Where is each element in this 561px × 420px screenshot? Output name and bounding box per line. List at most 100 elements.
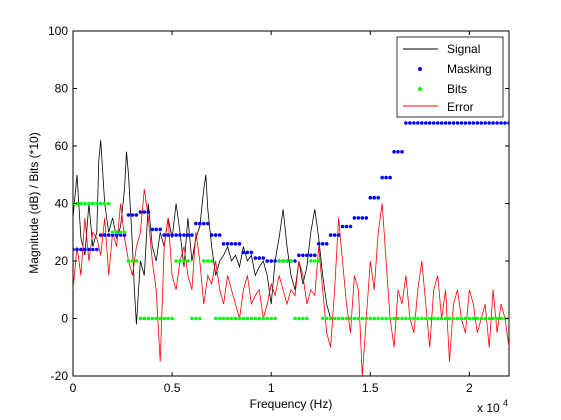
bits-point (408, 316, 412, 321)
masking-point (273, 259, 277, 263)
bits-point (301, 316, 305, 321)
masking-point (309, 253, 313, 258)
masking-point (356, 216, 361, 220)
masking-point (439, 121, 444, 125)
bits-point (162, 316, 166, 321)
bits-point (237, 316, 242, 321)
bits-point (412, 316, 416, 321)
bits-point (467, 316, 472, 321)
x-axis-exponent: x 10 4 (477, 398, 508, 415)
masking-point (174, 233, 178, 237)
masking-point (463, 121, 468, 125)
masking-series-points (73, 121, 509, 263)
masking-point (376, 195, 381, 200)
bits-point (95, 201, 99, 206)
bits-point (265, 316, 270, 321)
x-axis-label: Frequency (Hz) (250, 397, 333, 411)
bits-point (344, 316, 349, 321)
masking-point (126, 213, 131, 217)
masking-point (225, 242, 230, 246)
masking-point (420, 121, 424, 125)
legend-masking-label: Masking (447, 62, 492, 76)
bits-point (293, 316, 297, 321)
bits-point (110, 230, 115, 235)
bits-point (332, 316, 337, 321)
masking-point (87, 247, 91, 252)
bits-point (320, 316, 325, 321)
bits-point (170, 316, 174, 321)
bits-point (79, 201, 83, 206)
bits-point (384, 316, 388, 321)
bits-point (455, 316, 460, 321)
legend-bits-swatch (418, 87, 422, 91)
bits-point (130, 259, 135, 263)
bits-point (166, 316, 170, 321)
y-tick-label: 100 (48, 24, 68, 38)
masking-point (301, 253, 305, 258)
x-axis-exponent-power: 4 (503, 398, 508, 408)
masking-point (328, 233, 333, 237)
bits-point (459, 316, 464, 321)
bits-point (281, 259, 285, 263)
y-tick-label: 0 (61, 312, 68, 326)
bits-point (364, 316, 369, 321)
masking-point (368, 195, 373, 200)
y-tick-label: 60 (55, 139, 69, 153)
masking-point (297, 253, 301, 258)
bits-point (261, 316, 266, 321)
masking-point (221, 242, 226, 246)
masking-point (245, 250, 250, 255)
x-tick-label: 0.5 (164, 381, 181, 395)
error-series-line (73, 189, 509, 376)
masking-point (182, 233, 186, 237)
bits-point (221, 316, 226, 321)
masking-point (122, 233, 127, 237)
masking-point (467, 121, 472, 125)
masking-point (447, 121, 452, 125)
masking-point (340, 224, 345, 229)
bits-point (431, 316, 436, 321)
y-tick-label: 20 (55, 254, 69, 268)
bits-point (198, 316, 202, 321)
masking-point (241, 250, 246, 255)
bits-point (253, 316, 258, 321)
masking-point (146, 210, 151, 214)
y-axis: -20 0 20 40 60 80 100 (48, 24, 509, 383)
masking-point (75, 247, 79, 252)
masking-point (400, 150, 404, 154)
bits-point (182, 259, 186, 263)
x-tick-label: 1.5 (362, 381, 379, 395)
bits-point (277, 259, 281, 263)
masking-point (118, 233, 123, 237)
masking-point (170, 233, 174, 237)
legend: Signal Masking Bits Error (396, 36, 504, 118)
masking-point (106, 233, 111, 237)
bits-point (98, 201, 103, 206)
bits-point (297, 316, 301, 321)
bits-point (83, 201, 87, 206)
legend-signal-label: Signal (447, 42, 480, 56)
masking-point (479, 121, 484, 125)
legend-masking-swatch (418, 67, 422, 71)
masking-point (320, 242, 325, 246)
masking-point (142, 210, 147, 214)
y-axis-label: Magnitude (dB) / Bits (*10) (27, 132, 41, 273)
bits-point (380, 316, 385, 321)
masking-point (158, 227, 162, 232)
masking-point (202, 221, 206, 226)
bits-point (487, 316, 492, 321)
bits-point (233, 316, 238, 321)
bits-point (471, 316, 476, 321)
y-tick-label: -20 (51, 369, 69, 383)
bits-point (229, 316, 234, 321)
masking-point (249, 250, 254, 255)
masking-point (154, 227, 158, 232)
bits-point (316, 259, 321, 263)
bits-point (289, 259, 293, 263)
bits-point (273, 316, 277, 321)
masking-point (194, 221, 198, 226)
masking-point (114, 233, 119, 237)
bits-point (91, 201, 95, 206)
bits-point (202, 259, 206, 263)
bits-point (142, 316, 147, 321)
